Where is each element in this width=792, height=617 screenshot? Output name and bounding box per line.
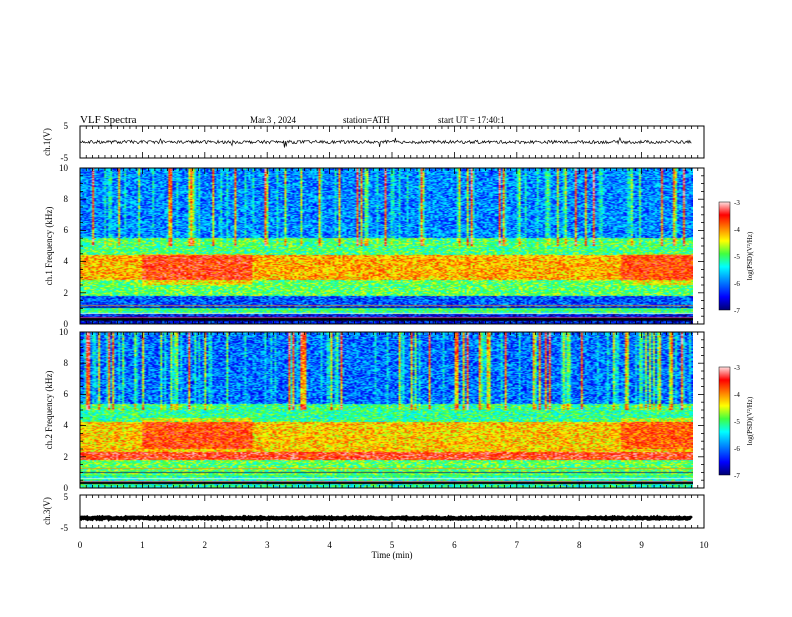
spec1-ytick-label: 2 [64, 288, 69, 298]
ch2-colorbar: -3 -4 -5 -6 -7 log(PSD)(V²/Hz) [718, 364, 754, 480]
spec1-ytick-label: 8 [64, 194, 69, 204]
xtick-label: 3 [265, 540, 270, 550]
ch1-ytick-label: -5 [61, 153, 69, 163]
xtick-label: 8 [577, 540, 582, 550]
xtick-label: 2 [203, 540, 208, 550]
ch1-colorbar-tick: -3 [734, 199, 740, 207]
spec1-ytick-label: 10 [59, 163, 69, 173]
spec1-ylabel: ch.1 Frequency (kHz) [44, 207, 54, 286]
spec1-ytick-label: 6 [64, 225, 69, 235]
xtick-label: 10 [700, 540, 710, 550]
ch2-colorbar-label: log(PSD)(V²/Hz) [746, 396, 754, 445]
axis-ticks [79, 126, 705, 528]
ch3-ylabel: ch.3(V) [42, 497, 52, 525]
ch2-colorbar-bar [718, 366, 731, 476]
figure-title: VLF Spectra [80, 114, 137, 126]
ch3-ytick-label: -5 [61, 523, 69, 533]
ch1-colorbar-bar [718, 201, 731, 311]
xtick-label: 1 [140, 540, 145, 550]
spec2-ytick-label: 10 [59, 327, 69, 337]
ch3-waveform [79, 514, 693, 522]
ch1-waveform [79, 136, 692, 148]
ch2-spectrogram-image [80, 332, 693, 488]
xtick-label: 0 [78, 540, 83, 550]
ch1-colorbar-tick: -5 [734, 253, 740, 261]
start-time-label: start UT = 17:40:1 [438, 115, 505, 125]
ch2-colorbar-tick: -5 [734, 418, 740, 426]
spec2-ytick-label: 8 [64, 358, 69, 368]
xtick-label: 7 [515, 540, 520, 550]
ch1-colorbar-tick: -6 [734, 280, 740, 288]
spec2-ytick-label: 4 [64, 420, 69, 430]
ch1-colorbar-tick: -7 [734, 307, 740, 315]
station-label: station=ATH [343, 115, 390, 125]
ch1-ytick-label: 5 [64, 121, 69, 131]
spec1-ytick-label: 0 [64, 319, 69, 329]
wave3-line [79, 514, 693, 522]
ch2-colorbar-tick: -7 [734, 472, 740, 480]
x-axis-label: Time (min) [372, 550, 413, 560]
spec2-ylabel: ch.2 Frequency (kHz) [44, 371, 54, 450]
ch1-colorbar-label: log(PSD)(V²/Hz) [746, 231, 754, 280]
ch1-ylabel: ch.1(V) [42, 128, 52, 156]
xtick-label: 5 [390, 540, 395, 550]
spec2-ytick-label: 0 [64, 483, 69, 493]
xtick-label: 9 [639, 540, 644, 550]
spec2-ytick-label: 6 [64, 389, 69, 399]
spec2-ytick-label: 2 [64, 452, 69, 462]
xtick-label: 4 [327, 540, 332, 550]
spec1-ytick-label: 4 [64, 256, 69, 266]
xtick-label: 6 [452, 540, 457, 550]
ch2-colorbar-tick: -6 [734, 445, 740, 453]
ch1-colorbar-tick: -4 [734, 226, 740, 234]
ch2-colorbar-tick: -3 [734, 364, 740, 372]
ch1-spectrogram-image [80, 168, 693, 324]
ch2-colorbar-tick: -4 [734, 391, 740, 399]
date-label: Mar.3 , 2024 [250, 115, 296, 125]
wave1-line [79, 136, 692, 148]
ch3-ytick-label: 5 [64, 492, 69, 502]
ch1-colorbar: -3 -4 -5 -6 -7 log(PSD)(V²/Hz) [718, 199, 754, 315]
